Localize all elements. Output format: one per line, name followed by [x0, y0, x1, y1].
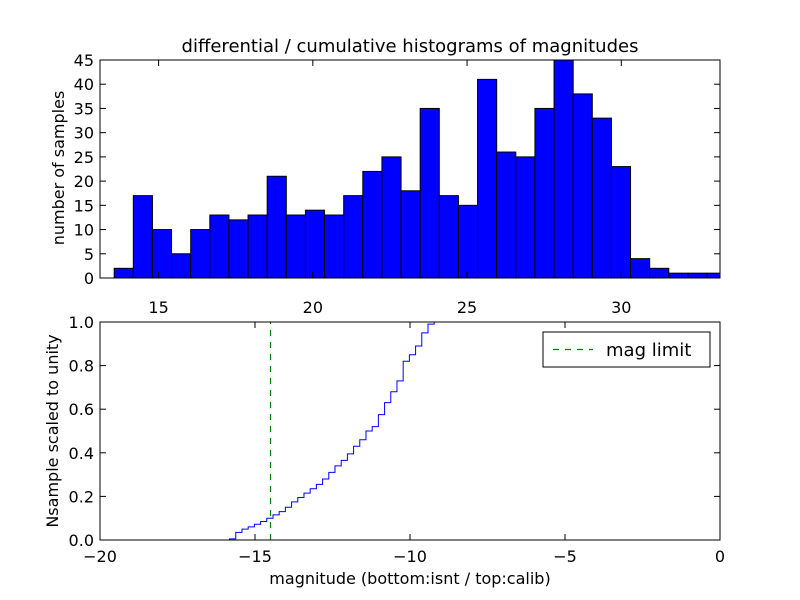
x-axis-ticks: 15 20 25 30	[148, 60, 631, 317]
y-tick-label: 15	[74, 196, 94, 215]
y-tick-label: 0	[84, 269, 94, 288]
histogram-bar	[324, 214, 345, 279]
legend-label-mag-limit: mag limit	[606, 340, 691, 361]
histogram-bar	[304, 209, 326, 279]
y-tick-label: 0.4	[69, 444, 94, 463]
histogram-bar	[151, 229, 173, 279]
histogram-bar	[247, 214, 268, 279]
y-tick-label: 40	[74, 75, 94, 94]
histogram-bar	[438, 195, 459, 279]
y-axis-ticks: 0 5 10 15 20 25 30 35 40 45	[74, 51, 720, 288]
y-axis-ticks: 0.0 0.2 0.4 0.6 0.8 1.0	[69, 313, 720, 550]
x-tick-label: 15	[148, 298, 168, 317]
histogram-bar	[477, 78, 498, 279]
histogram-bar	[132, 195, 153, 279]
histogram-bar	[419, 107, 440, 279]
x-tick-label: 20	[303, 298, 323, 317]
histogram-bar	[381, 156, 402, 279]
legend: mag limit	[542, 331, 711, 368]
histogram-bar	[343, 195, 364, 279]
y-tick-label: 0.2	[69, 487, 94, 506]
y-tick-label: 0.6	[69, 400, 94, 419]
histogram-bar	[400, 190, 421, 279]
x-tick-label: 30	[611, 298, 631, 317]
histogram-bar	[668, 272, 689, 279]
histogram-bar	[534, 107, 555, 279]
histogram-bar	[706, 272, 721, 279]
cumulative-step-line	[100, 321, 720, 541]
x-axis-ticks: −20 −15 −10 −5 0	[83, 322, 725, 566]
chart-title: differential / cumulative histograms of …	[182, 36, 639, 57]
histogram-bar	[496, 151, 517, 279]
cumulative-panel: Nsample scaled to unity magnitude (botto…	[43, 313, 725, 588]
x-tick-label: 0	[715, 547, 725, 566]
histogram-bar	[687, 272, 708, 279]
histogram-bar	[209, 214, 230, 279]
y-tick-label: 5	[84, 245, 94, 264]
x-tick-label: −5	[553, 547, 577, 566]
histogram-bar	[591, 117, 612, 279]
y-tick-label: 0.8	[69, 357, 94, 376]
histogram-bar	[190, 229, 211, 279]
cumulative-lines	[100, 321, 720, 541]
x-tick-label: −20	[83, 547, 117, 566]
y-tick-label: 30	[74, 124, 94, 143]
histogram-bars	[113, 59, 721, 279]
histogram-bar	[649, 267, 670, 279]
histogram-bar	[553, 59, 574, 279]
y-tick-label: 45	[74, 51, 94, 70]
histogram-bar	[228, 219, 249, 279]
histogram-bar	[266, 175, 287, 279]
x-tick-label: 25	[457, 298, 477, 317]
histogram-bar	[171, 253, 192, 279]
y-tick-label: 10	[74, 221, 94, 240]
histogram-bar	[515, 156, 536, 279]
histogram-bar	[362, 170, 383, 279]
histogram-bar	[572, 93, 593, 279]
x-tick-label: −15	[238, 547, 272, 566]
y-tick-label: 1.0	[69, 313, 94, 332]
y-tick-label: 0.0	[69, 531, 94, 550]
x-tick-label: −10	[393, 547, 427, 566]
y-axis-label: Nsample scaled to unity	[43, 334, 62, 527]
histogram-bar	[285, 214, 306, 279]
histogram-bar	[610, 166, 632, 279]
histogram-bar	[113, 267, 134, 279]
plot-frame	[99, 59, 721, 279]
y-tick-label: 25	[74, 148, 94, 167]
y-axis-label: number of samples	[49, 91, 68, 246]
x-axis-label: magnitude (bottom:isnt / top:calib)	[269, 569, 550, 588]
y-tick-label: 35	[74, 99, 94, 118]
histogram-bar	[630, 258, 651, 279]
y-tick-label: 20	[74, 172, 94, 191]
histogram-panel: differential / cumulative histograms of …	[49, 36, 721, 317]
histogram-bar	[457, 204, 479, 279]
